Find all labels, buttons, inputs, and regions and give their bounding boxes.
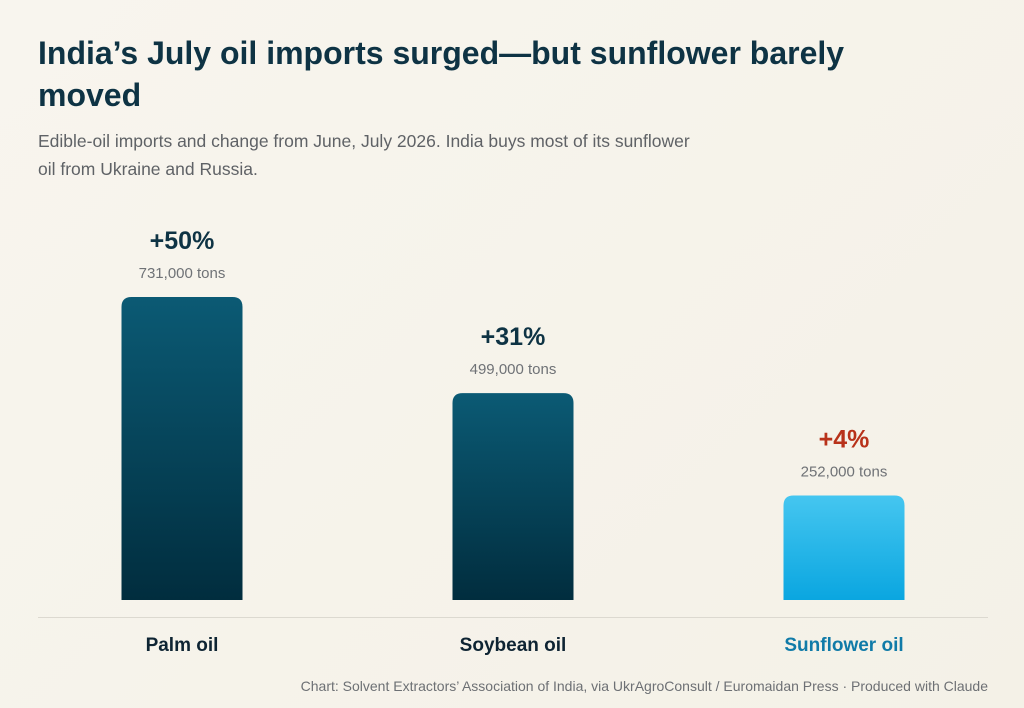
change-label: +31% — [481, 323, 546, 351]
source-footer: Chart: Solvent Extractors’ Association o… — [300, 678, 988, 694]
value-label: 731,000 tons — [139, 265, 226, 282]
category-label: Sunflower oil — [784, 635, 903, 656]
value-label: 499,000 tons — [470, 361, 557, 378]
value-label: 252,000 tons — [801, 464, 888, 481]
category-label: Soybean oil — [460, 635, 567, 656]
change-label: +50% — [150, 227, 215, 255]
bar-1 — [452, 393, 574, 600]
bar-0 — [121, 297, 243, 600]
chart-subtitle: Edible-oil imports and change from June,… — [38, 131, 690, 179]
category-label: Palm oil — [146, 635, 219, 656]
chart-title: India’s July oil imports surged—but sunf… — [38, 35, 845, 113]
change-label: +4% — [819, 426, 870, 454]
labels-group: +50% 731,000 tons Palm oil +31% 499,000 tons… — [139, 227, 904, 656]
bars-group — [121, 297, 905, 600]
bar-2 — [783, 495, 905, 600]
